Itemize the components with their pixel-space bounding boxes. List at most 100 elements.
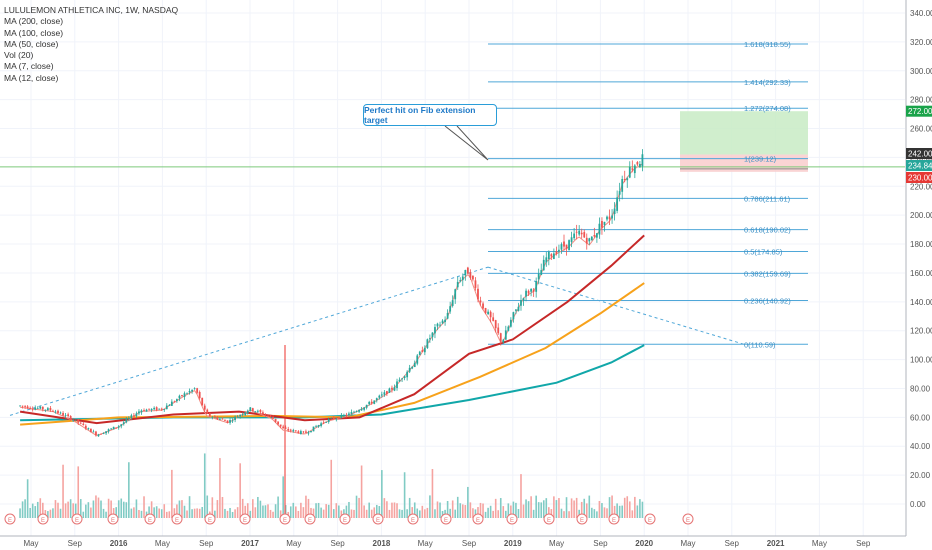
volume-bar: [292, 502, 295, 518]
earnings-marker-label: E: [411, 518, 415, 524]
volume-bar: [246, 503, 249, 518]
volume-bar: [580, 501, 583, 518]
volume-bar: [259, 500, 262, 518]
volume-bar: [153, 507, 155, 518]
candle-body: [636, 162, 639, 165]
volume-bar: [348, 501, 350, 518]
price-label: 242.00: [908, 150, 932, 159]
candle-body: [105, 431, 107, 434]
candle-body: [234, 416, 236, 420]
price-label-box: [906, 105, 932, 117]
candle-body: [507, 326, 510, 331]
candle-body: [464, 269, 467, 276]
earnings-marker-label: E: [283, 518, 287, 524]
volume-bar: [289, 506, 292, 518]
volume-bar: [489, 505, 492, 518]
x-tick-label: May: [155, 539, 170, 548]
x-tick-label: 2017: [241, 539, 259, 548]
candle-body: [439, 324, 441, 326]
volume-bar: [591, 507, 593, 518]
candle-body: [299, 431, 302, 435]
earnings-marker-icon: [543, 513, 555, 525]
volume-bar: [578, 509, 580, 518]
candle-body: [472, 275, 474, 280]
volume-bar: [42, 502, 44, 518]
price-label-box: [906, 172, 932, 183]
candle-body: [193, 388, 196, 390]
volume-bar: [335, 503, 338, 518]
volume-bar: [216, 500, 219, 518]
candle-body: [312, 426, 315, 432]
x-tick-label: May: [286, 539, 301, 548]
volume-bar: [510, 505, 512, 518]
candle-body: [327, 418, 330, 422]
price-label: 230.00: [908, 174, 932, 183]
volume-bar: [183, 505, 186, 518]
fib-label: 0.618(190.02): [744, 226, 791, 235]
candle-body: [198, 392, 201, 399]
volume-bar: [312, 508, 315, 518]
volume-bar: [168, 511, 171, 518]
volume-bar: [39, 498, 42, 518]
volume-bar: [368, 502, 370, 518]
candle-body: [41, 406, 44, 410]
legend-item: MA (12, close): [4, 72, 59, 83]
volume-bar: [150, 501, 153, 518]
candle-body: [484, 307, 487, 314]
volume-bar: [272, 511, 274, 518]
earnings-marker-label: E: [580, 518, 584, 524]
annotation-callout[interactable]: Perfect hit on Fib extension target: [363, 104, 497, 126]
candle-body: [497, 327, 500, 334]
candle-body: [520, 300, 522, 306]
candle-body: [259, 410, 262, 413]
candle-body: [143, 410, 145, 412]
price-label-box: [906, 148, 932, 159]
volume-bar: [49, 509, 52, 518]
candle-body: [565, 244, 568, 249]
candle-body: [423, 347, 426, 353]
x-tick-label: May: [418, 539, 433, 548]
candle-body: [158, 408, 161, 410]
candle-body: [431, 332, 434, 338]
volume-bar: [338, 505, 340, 518]
candle-body: [176, 399, 178, 402]
candle-body: [122, 422, 125, 425]
candle-body: [449, 306, 452, 312]
earnings-marker-label: E: [8, 518, 12, 524]
volume-bar: [608, 497, 611, 518]
candle-body: [64, 415, 67, 417]
volume-bar: [120, 498, 123, 518]
volume-bar: [520, 474, 522, 518]
earnings-marker-icon: [144, 513, 156, 525]
volume-bar: [401, 509, 403, 518]
volume-bar: [105, 511, 107, 518]
candle-body: [310, 430, 312, 433]
candle-body: [542, 259, 545, 271]
candle-body: [110, 428, 113, 430]
candle-body: [502, 339, 505, 343]
volume-bar: [373, 507, 376, 518]
candle-body: [269, 415, 272, 417]
y-tick-label: 0.00: [910, 500, 926, 509]
candle-body: [277, 421, 280, 425]
candle-body: [170, 401, 173, 406]
volume-bar: [241, 498, 244, 518]
earnings-marker-icon: [37, 513, 49, 525]
candle-body: [36, 407, 39, 409]
volume-bar: [277, 496, 279, 518]
volume-bar: [155, 506, 158, 518]
candle-body: [535, 281, 538, 292]
candle-body: [398, 379, 401, 382]
volume-bar: [497, 510, 500, 518]
candle-body: [547, 251, 550, 259]
candle-body: [380, 394, 383, 396]
volume-bar: [320, 507, 322, 518]
x-tick-label: May: [680, 539, 695, 548]
candle-body: [186, 393, 188, 395]
volume-bar: [160, 509, 163, 518]
candle-body: [181, 395, 183, 397]
earnings-marker-icon: [644, 513, 656, 525]
moving-averages: [19, 163, 645, 436]
earnings-marker-icon: [339, 513, 351, 525]
